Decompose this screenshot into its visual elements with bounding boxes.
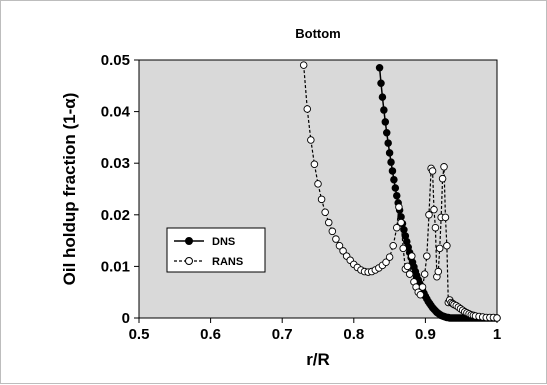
data-point xyxy=(420,270,429,278)
data-point xyxy=(314,180,322,188)
x-tick-label: 1 xyxy=(493,326,501,343)
data-point xyxy=(382,258,390,267)
data-point xyxy=(303,105,312,113)
data-point xyxy=(416,291,425,299)
data-point xyxy=(390,175,398,184)
data-point xyxy=(493,314,501,322)
data-point xyxy=(324,218,333,227)
data-point xyxy=(443,242,451,250)
data-point xyxy=(393,223,401,232)
data-point xyxy=(375,63,384,72)
data-point xyxy=(388,167,397,175)
series-layer xyxy=(299,61,501,322)
y-tick-label: 0.04 xyxy=(101,104,131,121)
legend-dns-marker xyxy=(185,237,193,245)
data-point xyxy=(307,136,315,144)
data-point xyxy=(380,106,388,114)
data-point xyxy=(441,213,450,222)
legend-rans-label: RANS xyxy=(212,256,243,268)
data-point xyxy=(431,223,440,232)
data-point xyxy=(395,203,403,211)
data-point xyxy=(385,149,394,157)
y-tick-label: 0.01 xyxy=(101,258,130,275)
data-point xyxy=(378,93,387,101)
series-rans xyxy=(299,61,501,322)
data-point xyxy=(399,244,407,253)
data-point xyxy=(387,158,395,166)
data-point xyxy=(423,252,431,260)
legend: DNS RANS xyxy=(166,227,266,273)
data-point xyxy=(425,211,433,219)
data-point xyxy=(317,195,326,204)
x-tick-label: 0.8 xyxy=(343,326,364,343)
data-point xyxy=(339,247,347,255)
chart-title: Bottom xyxy=(295,26,341,41)
data-point xyxy=(391,184,400,192)
data-point xyxy=(397,218,405,227)
legend-dns-label: DNS xyxy=(212,236,235,248)
x-tick-label: 0.5 xyxy=(129,326,150,343)
axis-ticks: 0.5 0.6 0.7 0.8 0.9 1 0 0.01 0.02 0.03 0.04 0.05 xyxy=(101,52,501,343)
y-tick-label: 0.05 xyxy=(101,52,130,69)
data-point xyxy=(440,163,448,171)
legend-rans-marker xyxy=(185,257,193,265)
data-point xyxy=(381,118,390,126)
x-tick-label: 0.9 xyxy=(415,326,436,343)
legend-box xyxy=(166,227,266,273)
data-point xyxy=(408,252,416,260)
data-point xyxy=(393,191,401,200)
data-point xyxy=(430,205,438,214)
data-point xyxy=(335,242,344,250)
data-point xyxy=(385,253,394,261)
y-tick-label: 0.03 xyxy=(101,155,130,172)
data-point xyxy=(403,262,412,271)
x-tick-label: 0.6 xyxy=(200,326,221,343)
data-point xyxy=(382,129,391,137)
data-point xyxy=(377,79,385,87)
data-point xyxy=(435,244,444,253)
data-point xyxy=(418,283,427,291)
data-point xyxy=(405,270,414,278)
y-tick-label: 0.02 xyxy=(101,207,130,224)
x-tick-label: 0.7 xyxy=(272,326,293,343)
data-point xyxy=(384,139,392,147)
y-tick-label: 0 xyxy=(122,310,130,327)
data-point xyxy=(310,160,319,168)
plot-background xyxy=(138,59,498,319)
data-point xyxy=(438,174,447,183)
y-axis-label: Oil holdup fraction (1-α) xyxy=(60,93,79,286)
data-point xyxy=(299,61,308,69)
data-point xyxy=(389,242,397,250)
data-point xyxy=(328,227,337,236)
data-point xyxy=(321,208,329,216)
data-point xyxy=(332,235,340,243)
data-point xyxy=(434,267,443,276)
data-point xyxy=(428,167,437,175)
x-axis-label: r/R xyxy=(306,350,330,369)
